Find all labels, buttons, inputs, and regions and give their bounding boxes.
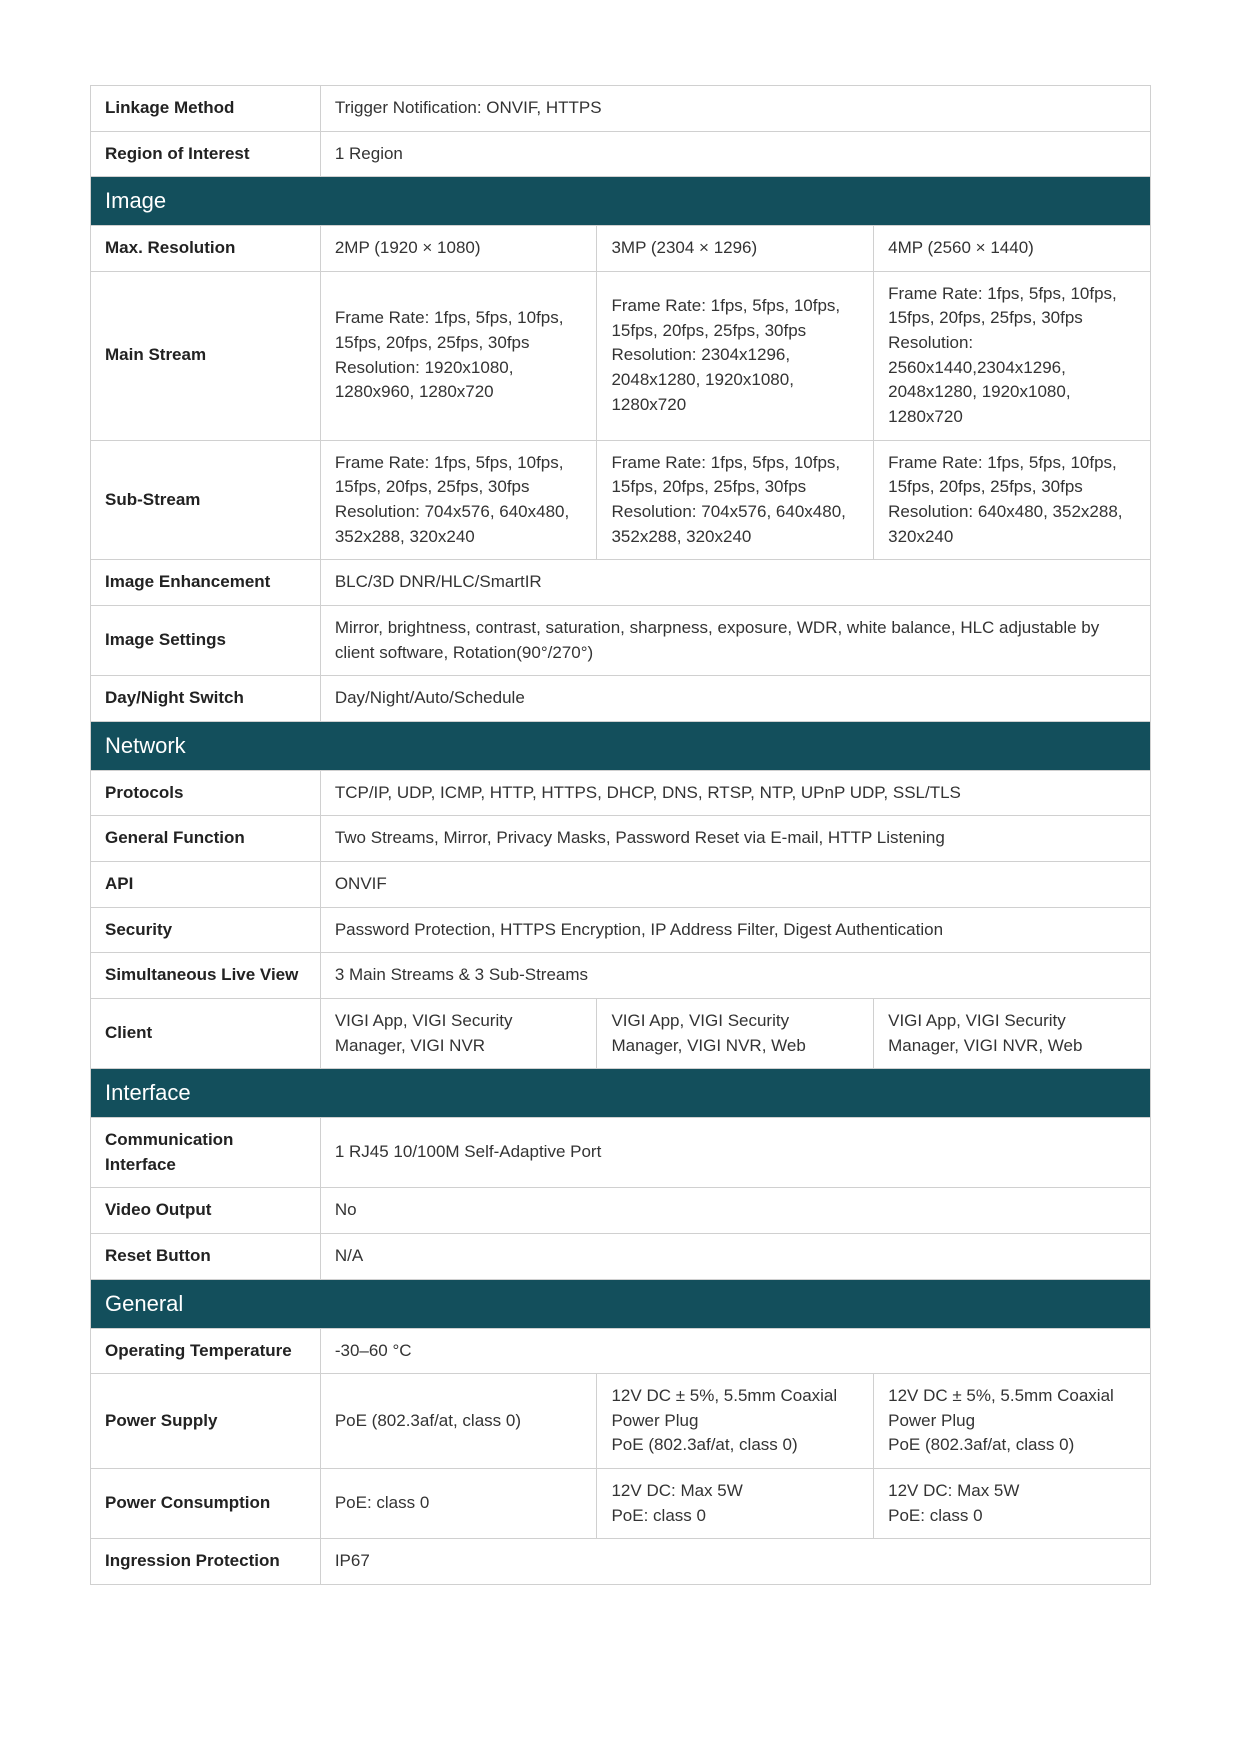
spec-row: Linkage MethodTrigger Notification: ONVI… xyxy=(91,86,1151,132)
spec-value: 3 Main Streams & 3 Sub-Streams xyxy=(320,953,1150,999)
spec-value: Day/Night/Auto/Schedule xyxy=(320,676,1150,722)
spec-row: Video OutputNo xyxy=(91,1188,1151,1234)
spec-row: Max. Resolution2MP (1920 × 1080)3MP (230… xyxy=(91,226,1151,272)
spec-row: Region of Interest1 Region xyxy=(91,131,1151,177)
spec-value: IP67 xyxy=(320,1539,1150,1585)
spec-row: Simultaneous Live View3 Main Streams & 3… xyxy=(91,953,1151,999)
spec-label: Main Stream xyxy=(91,271,321,440)
spec-row: ClientVIGI App, VIGI Security Manager, V… xyxy=(91,998,1151,1068)
spec-value: ONVIF xyxy=(320,861,1150,907)
spec-value-col3: 12V DC ± 5%, 5.5mm Coaxial Power PlugPoE… xyxy=(874,1374,1151,1469)
spec-value-col1: PoE: class 0 xyxy=(320,1469,597,1539)
spec-label: Sub-Stream xyxy=(91,440,321,560)
spec-row: SecurityPassword Protection, HTTPS Encry… xyxy=(91,907,1151,953)
spec-value-col1: VIGI App, VIGI Security Manager, VIGI NV… xyxy=(320,998,597,1068)
spec-label: Ingression Protection xyxy=(91,1539,321,1585)
spec-value: 1 Region xyxy=(320,131,1150,177)
spec-value-col3: 12V DC: Max 5WPoE: class 0 xyxy=(874,1469,1151,1539)
spec-value: Two Streams, Mirror, Privacy Masks, Pass… xyxy=(320,816,1150,862)
spec-value-col3: VIGI App, VIGI Security Manager, VIGI NV… xyxy=(874,998,1151,1068)
spec-label: Power Supply xyxy=(91,1374,321,1469)
spec-label: Security xyxy=(91,907,321,953)
spec-value: -30–60 °C xyxy=(320,1328,1150,1374)
spec-label: Communication Interface xyxy=(91,1118,321,1188)
spec-label: Power Consumption xyxy=(91,1469,321,1539)
spec-label: General Function xyxy=(91,816,321,862)
spec-value-col3: Frame Rate: 1fps, 5fps, 10fps, 15fps, 20… xyxy=(874,271,1151,440)
spec-label: Max. Resolution xyxy=(91,226,321,272)
spec-value-col2: 3MP (2304 × 1296) xyxy=(597,226,874,272)
spec-row: Power ConsumptionPoE: class 012V DC: Max… xyxy=(91,1469,1151,1539)
spec-value-col2: VIGI App, VIGI Security Manager, VIGI NV… xyxy=(597,998,874,1068)
spec-value: 1 RJ45 10/100M Self-Adaptive Port xyxy=(320,1118,1150,1188)
spec-value-col2: 12V DC: Max 5WPoE: class 0 xyxy=(597,1469,874,1539)
spec-table: Linkage MethodTrigger Notification: ONVI… xyxy=(90,85,1151,1585)
section-title: General xyxy=(91,1279,1151,1328)
section-title: Interface xyxy=(91,1069,1151,1118)
spec-value: Trigger Notification: ONVIF, HTTPS xyxy=(320,86,1150,132)
spec-value: Mirror, brightness, contrast, saturation… xyxy=(320,605,1150,675)
spec-row: Image SettingsMirror, brightness, contra… xyxy=(91,605,1151,675)
spec-label: API xyxy=(91,861,321,907)
spec-row: Reset ButtonN/A xyxy=(91,1233,1151,1279)
spec-row: Communication Interface1 RJ45 10/100M Se… xyxy=(91,1118,1151,1188)
spec-row: APIONVIF xyxy=(91,861,1151,907)
spec-row: Operating Temperature-30–60 °C xyxy=(91,1328,1151,1374)
spec-value: No xyxy=(320,1188,1150,1234)
spec-value-col1: Frame Rate: 1fps, 5fps, 10fps, 15fps, 20… xyxy=(320,271,597,440)
spec-label: Video Output xyxy=(91,1188,321,1234)
spec-label: Day/Night Switch xyxy=(91,676,321,722)
spec-label: Image Settings xyxy=(91,605,321,675)
spec-value-col1: PoE (802.3af/at, class 0) xyxy=(320,1374,597,1469)
spec-row: Image EnhancementBLC/3D DNR/HLC/SmartIR xyxy=(91,560,1151,606)
spec-label: Region of Interest xyxy=(91,131,321,177)
spec-label: Client xyxy=(91,998,321,1068)
spec-label: Image Enhancement xyxy=(91,560,321,606)
spec-row: Sub-StreamFrame Rate: 1fps, 5fps, 10fps,… xyxy=(91,440,1151,560)
section-header: General xyxy=(91,1279,1151,1328)
spec-value-col3: 4MP (2560 × 1440) xyxy=(874,226,1151,272)
spec-row: Power SupplyPoE (802.3af/at, class 0)12V… xyxy=(91,1374,1151,1469)
spec-label: Operating Temperature xyxy=(91,1328,321,1374)
spec-label: Linkage Method xyxy=(91,86,321,132)
spec-value-col2: Frame Rate: 1fps, 5fps, 10fps, 15fps, 20… xyxy=(597,271,874,440)
spec-value: TCP/IP, UDP, ICMP, HTTP, HTTPS, DHCP, DN… xyxy=(320,770,1150,816)
spec-table-body: Linkage MethodTrigger Notification: ONVI… xyxy=(91,86,1151,1585)
spec-row: Main StreamFrame Rate: 1fps, 5fps, 10fps… xyxy=(91,271,1151,440)
spec-value: Password Protection, HTTPS Encryption, I… xyxy=(320,907,1150,953)
section-header: Interface xyxy=(91,1069,1151,1118)
spec-value-col1: 2MP (1920 × 1080) xyxy=(320,226,597,272)
spec-value-col2: 12V DC ± 5%, 5.5mm Coaxial Power PlugPoE… xyxy=(597,1374,874,1469)
section-title: Image xyxy=(91,177,1151,226)
spec-row: Ingression ProtectionIP67 xyxy=(91,1539,1151,1585)
spec-label: Protocols xyxy=(91,770,321,816)
spec-value: N/A xyxy=(320,1233,1150,1279)
spec-label: Simultaneous Live View xyxy=(91,953,321,999)
spec-label: Reset Button xyxy=(91,1233,321,1279)
section-header: Image xyxy=(91,177,1151,226)
spec-value-col3: Frame Rate: 1fps, 5fps, 10fps, 15fps, 20… xyxy=(874,440,1151,560)
spec-row: General FunctionTwo Streams, Mirror, Pri… xyxy=(91,816,1151,862)
spec-row: Day/Night SwitchDay/Night/Auto/Schedule xyxy=(91,676,1151,722)
spec-row: ProtocolsTCP/IP, UDP, ICMP, HTTP, HTTPS,… xyxy=(91,770,1151,816)
spec-value-col1: Frame Rate: 1fps, 5fps, 10fps, 15fps, 20… xyxy=(320,440,597,560)
spec-value-col2: Frame Rate: 1fps, 5fps, 10fps, 15fps, 20… xyxy=(597,440,874,560)
spec-value: BLC/3D DNR/HLC/SmartIR xyxy=(320,560,1150,606)
section-title: Network xyxy=(91,721,1151,770)
section-header: Network xyxy=(91,721,1151,770)
